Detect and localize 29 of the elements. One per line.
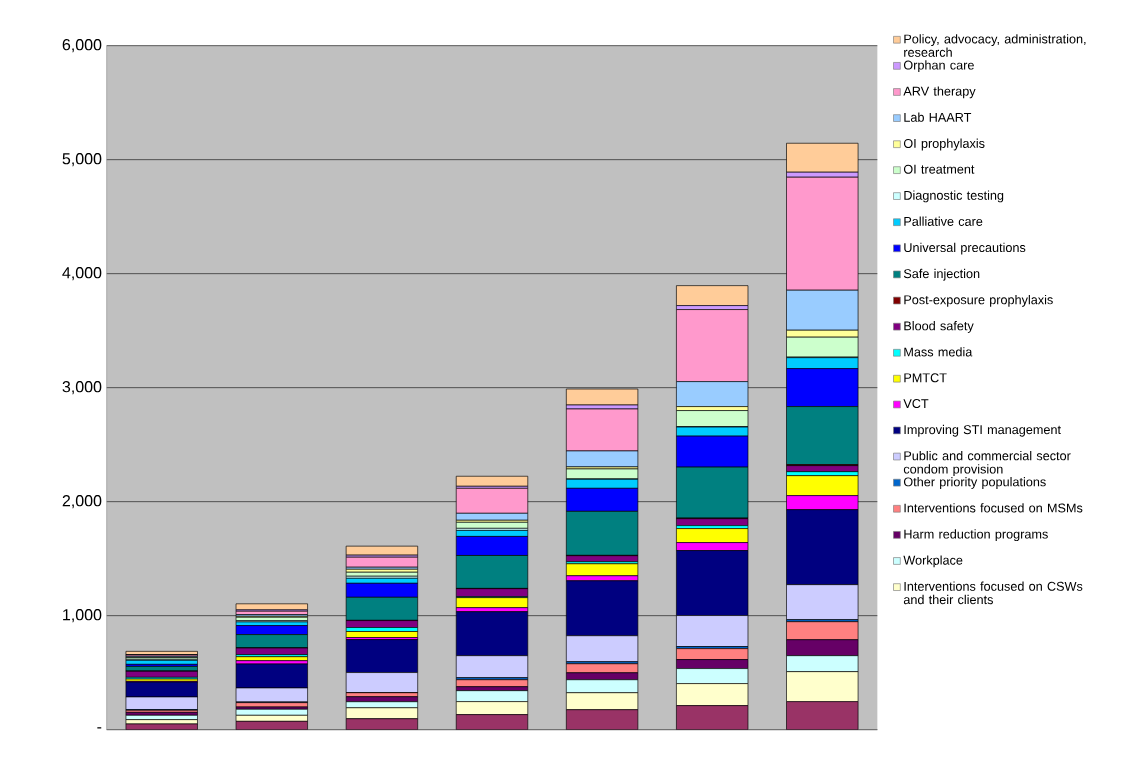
legend-label: OI treatment: [903, 164, 975, 174]
legend-label: OI prophylaxis: [903, 138, 985, 151]
legend-label: Other priority populations: [903, 477, 1046, 489]
legend-label: Blood safety: [904, 321, 974, 333]
y-tick-label: 3,000: [62, 381, 102, 395]
y-tick-label: 1,000: [63, 609, 102, 623]
legend-label: Interventions focused on MSMs: [904, 503, 1083, 513]
legend-label: Diagnostic testing: [904, 190, 1004, 203]
legend-label: Workplace: [903, 555, 963, 568]
legend-label: Universal precautions: [904, 242, 1026, 255]
legend-label: Post-exposure prophylaxis: [904, 294, 1053, 307]
y-tick-label: 4,000: [62, 267, 102, 281]
legend-label: Mass media: [904, 347, 973, 357]
legend-label: Palliative care: [904, 216, 983, 226]
y-tick-label: 6,000: [62, 39, 102, 53]
legend-label: VCT: [903, 399, 929, 409]
legend-label: Harm reduction programs: [904, 529, 1048, 542]
legend-label: PMTCT: [904, 373, 947, 383]
legend-label: Safe injection: [903, 268, 980, 281]
legend-label: Public and commercial sector condom provision: [903, 450, 1071, 477]
legend-label: Policy, advocacy, administration, research: [904, 34, 1086, 57]
legend-label: Lab HAART: [904, 112, 972, 122]
legend-label: Interventions focused on CSWs and their clients: [903, 581, 1083, 605]
y-tick-label: 5,000: [62, 153, 102, 167]
legend-label: Orphan care: [903, 60, 974, 73]
y-tick-label: -: [97, 727, 102, 729]
y-tick-label: 2,000: [62, 495, 102, 509]
legend-label: Improving STI management: [904, 424, 1061, 437]
legend-label: ARV therapy: [903, 86, 976, 99]
